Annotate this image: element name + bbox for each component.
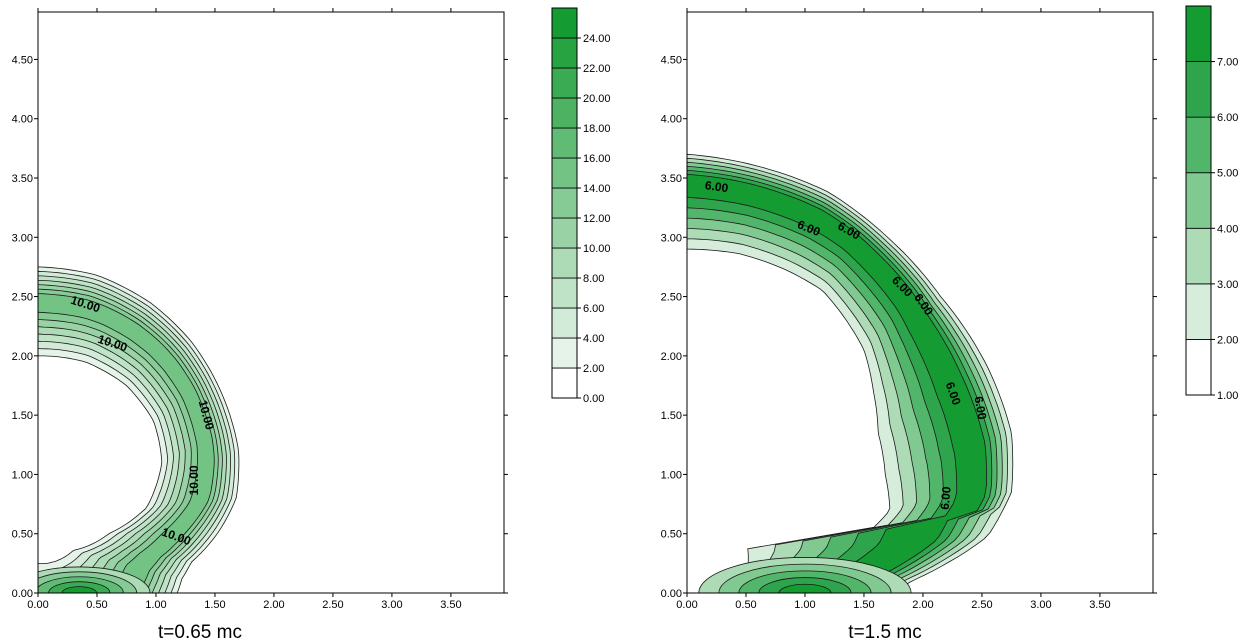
panel-caption-t15: t=1.5 mc <box>848 622 921 643</box>
colorbar-t065: 0.00 2.00 4.00 6.00 8.00 10.00 12.00 14.00 16.00… <box>551 7 611 405</box>
colorbar-swatch <box>1185 5 1212 62</box>
colorbar-swatch <box>551 67 578 99</box>
y-tick-label: 0.00 <box>661 588 682 600</box>
colorbar-swatch <box>1185 116 1212 174</box>
y-tick-label: 2.00 <box>12 351 33 363</box>
colorbar-frame <box>1185 5 1212 396</box>
colorbar-label: 20.00 <box>583 93 611 105</box>
y-tick-label: 1.00 <box>12 469 33 481</box>
x-tick-label: 2.00 <box>912 599 933 611</box>
colorbar-swatch <box>551 247 578 279</box>
colorbar-swatch <box>1185 61 1212 118</box>
x-tick-label: 3.50 <box>440 599 461 611</box>
colorbar-label: 5.00 <box>1217 168 1238 180</box>
colorbar-swatch <box>551 337 578 369</box>
colorbar-swatch <box>551 307 578 339</box>
y-tick-label: 2.00 <box>661 351 682 363</box>
plot-frame <box>37 11 505 594</box>
contour-label: 10.00 <box>187 465 201 495</box>
contour-band <box>38 292 215 593</box>
colorbar-swatch <box>1185 283 1212 340</box>
colorbar-label: 10.00 <box>583 243 611 255</box>
y-tick-label: 1.50 <box>12 410 33 422</box>
x-tick-label: 3.00 <box>381 599 402 611</box>
contour-field <box>687 153 1014 593</box>
colorbar-label: 3.00 <box>1217 279 1238 291</box>
colorbar-label: 14.00 <box>583 183 611 195</box>
colorbar-label: 12.00 <box>583 213 611 225</box>
colorbar-label: 2.00 <box>583 363 604 375</box>
hotspot-contour <box>61 586 98 593</box>
colorbar-swatch <box>551 97 578 129</box>
y-tick-label: 4.50 <box>661 54 682 66</box>
colorbar-swatch <box>1185 339 1212 396</box>
contour-panel-t15: 0.00 0.50 1.00 1.50 2.00 2.50 3.00 3.50 0.00 0.50… <box>661 8 1157 611</box>
y-tick-label: 3.50 <box>12 173 33 185</box>
x-tick-label: 0.50 <box>735 599 756 611</box>
contour-label: 6.00 <box>971 395 989 421</box>
y-tick-label: 0.00 <box>12 588 33 600</box>
colorbar-label: 4.00 <box>1217 223 1238 235</box>
colorbar-label: 22.00 <box>583 63 611 75</box>
x-tick-label: 1.00 <box>145 599 166 611</box>
x-tick-label: 0.00 <box>27 599 48 611</box>
y-tick-label: 0.50 <box>12 529 33 541</box>
x-tick-label: 0.00 <box>676 599 697 611</box>
y-tick-label: 4.00 <box>661 114 682 126</box>
contour-panel-t065: 0.00 0.50 1.00 1.50 2.00 2.50 3.00 3.50 0.00 0.50… <box>12 8 508 611</box>
x-tick-label: 2.50 <box>322 599 343 611</box>
colorbar-swatch <box>551 217 578 249</box>
colorbar-label: 8.00 <box>583 273 604 285</box>
y-tick-label: 3.00 <box>12 232 33 244</box>
x-tick-label: 3.00 <box>1030 599 1051 611</box>
y-tick-label: 3.00 <box>661 232 682 244</box>
colorbar-label: 16.00 <box>583 153 611 165</box>
colorbar-swatch <box>551 7 578 39</box>
panel-caption-t065: t=0.65 mc <box>158 622 242 643</box>
y-tick-label: 4.50 <box>12 54 33 66</box>
colorbar-label: 24.00 <box>583 33 611 45</box>
contour-band <box>687 161 1003 593</box>
colorbar-frame <box>551 7 578 399</box>
colorbar-label: 0.00 <box>583 393 604 405</box>
x-tick-label: 1.50 <box>853 599 874 611</box>
y-tick-label: 0.50 <box>661 529 682 541</box>
y-tick-label: 2.50 <box>12 292 33 304</box>
colorbar-label: 2.00 <box>1217 334 1238 346</box>
contour-field <box>38 266 240 593</box>
colorbar-swatch <box>551 127 578 159</box>
contour-band <box>687 170 993 593</box>
y-tick-label: 4.00 <box>12 114 33 126</box>
contour-band <box>687 173 987 593</box>
colorbar-swatch <box>551 187 578 219</box>
x-tick-label: 1.50 <box>204 599 225 611</box>
colorbar-label: 7.00 <box>1217 57 1238 69</box>
y-tick-label: 3.50 <box>661 173 682 185</box>
contour-label: 6.00 <box>704 178 729 195</box>
colorbar-t15: 1.00 2.00 3.00 4.00 5.00 6.00 7.00 <box>1185 5 1238 402</box>
colorbar-label: 4.00 <box>583 333 604 345</box>
colorbar-swatch <box>551 277 578 309</box>
colorbar-swatch <box>1185 227 1212 285</box>
colorbar-label: 6.00 <box>1217 112 1238 124</box>
y-tick-label: 1.50 <box>661 410 682 422</box>
contour-label: 6.00 <box>938 486 954 511</box>
x-tick-label: 0.50 <box>86 599 107 611</box>
x-tick-label: 1.00 <box>794 599 815 611</box>
colorbar-swatch <box>551 157 578 189</box>
x-tick-label: 2.50 <box>971 599 992 611</box>
plot-frame <box>686 11 1154 594</box>
colorbar-swatch <box>551 367 578 399</box>
y-tick-label: 2.50 <box>661 292 682 304</box>
colorbar-swatch <box>551 37 578 69</box>
colorbar-label: 6.00 <box>583 303 604 315</box>
colorbar-label: 1.00 <box>1217 390 1238 402</box>
colorbar-label: 18.00 <box>583 123 611 135</box>
colorbar-swatch <box>1185 172 1212 229</box>
x-tick-label: 2.00 <box>263 599 284 611</box>
y-tick-label: 1.00 <box>661 469 682 481</box>
x-tick-label: 3.50 <box>1089 599 1110 611</box>
